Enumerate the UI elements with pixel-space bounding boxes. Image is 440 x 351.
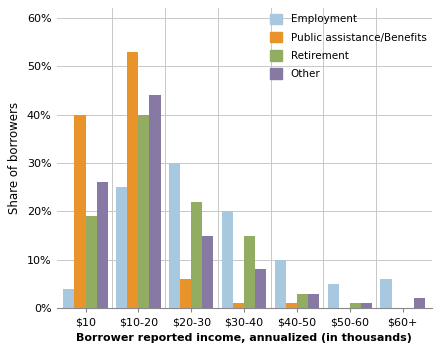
Bar <box>202 236 213 308</box>
Bar <box>127 52 139 308</box>
Bar <box>327 284 339 308</box>
Bar <box>139 115 150 308</box>
Bar <box>169 163 180 308</box>
Bar <box>350 303 361 308</box>
Legend: Employment, Public assistance/Benefits, Retirement, Other: Employment, Public assistance/Benefits, … <box>270 14 426 79</box>
Bar <box>116 187 127 308</box>
Bar <box>222 211 233 308</box>
Bar <box>191 202 202 308</box>
Bar <box>244 236 255 308</box>
Bar <box>150 95 161 308</box>
Bar <box>63 289 74 308</box>
Bar <box>275 260 286 308</box>
Bar <box>297 293 308 308</box>
Bar <box>308 293 319 308</box>
Bar <box>180 279 191 308</box>
Bar <box>233 303 244 308</box>
Bar <box>361 303 372 308</box>
Y-axis label: Share of borrowers: Share of borrowers <box>8 102 21 214</box>
Bar <box>381 279 392 308</box>
Bar <box>85 216 97 308</box>
X-axis label: Borrower reported income, annualized (in thousands): Borrower reported income, annualized (in… <box>76 333 412 343</box>
Bar <box>414 298 425 308</box>
Bar <box>286 303 297 308</box>
Bar <box>97 183 108 308</box>
Bar <box>255 270 266 308</box>
Bar <box>74 115 85 308</box>
